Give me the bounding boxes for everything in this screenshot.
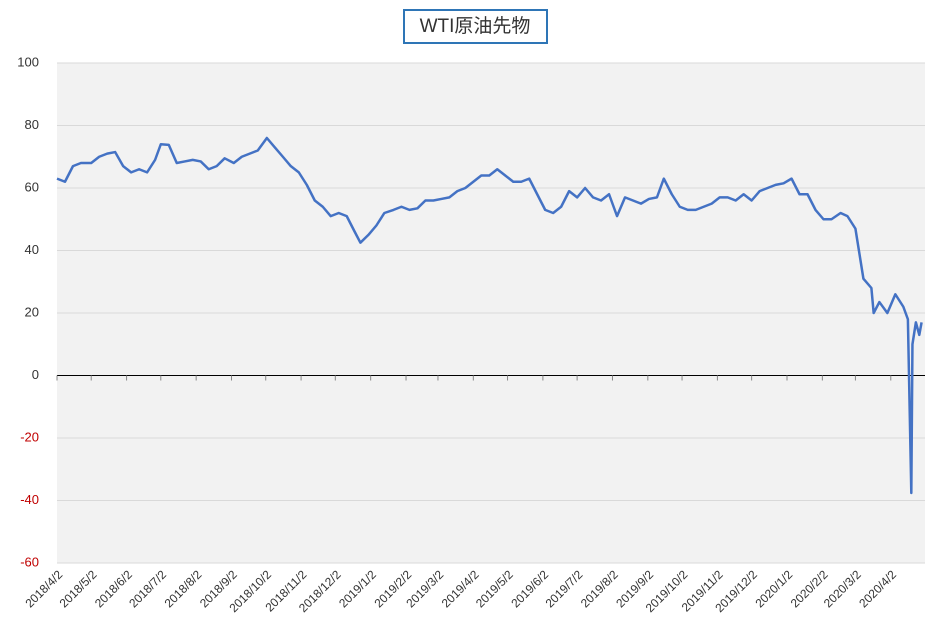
x-tick-label: 2020/3/2 [821, 567, 864, 610]
y-tick-label: 60 [25, 179, 39, 194]
chart-title: WTI原油先物 [420, 15, 531, 37]
y-tick-label: -60 [20, 554, 39, 569]
x-tick-label: 2019/1/2 [336, 567, 379, 610]
x-tick-label: 2019/8/2 [578, 567, 621, 610]
x-tick-label: 2018/7/2 [126, 567, 169, 610]
y-tick-label: -20 [20, 429, 39, 444]
x-tick-label: 2020/4/2 [856, 567, 899, 610]
y-tick-label: 0 [32, 367, 39, 382]
y-tick-label: -40 [20, 492, 39, 507]
y-tick-label: 80 [25, 117, 39, 132]
price-line [56, 136, 923, 495]
x-tick-label: 2019/7/2 [543, 567, 586, 610]
x-tick-label: 2018/5/2 [57, 567, 100, 610]
x-tick-label: 2020/1/2 [752, 567, 795, 610]
title-box [403, 9, 548, 44]
y-tick-label: 100 [17, 54, 39, 69]
x-tick-label: 2018/8/2 [162, 567, 205, 610]
y-tick-label: 40 [25, 242, 39, 257]
y-tick-label: 20 [25, 304, 39, 319]
x-tick-label: 2019/5/2 [473, 567, 516, 610]
